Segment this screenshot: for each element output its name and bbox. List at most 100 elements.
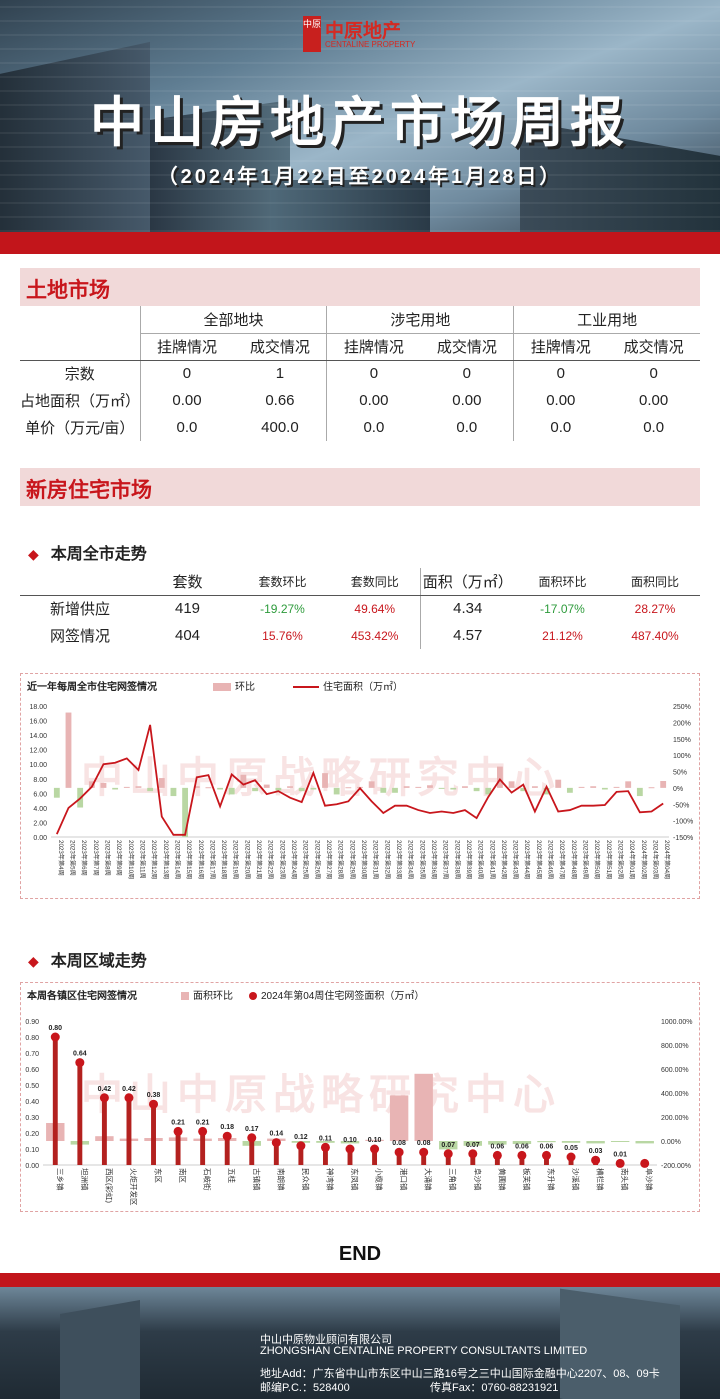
pct-bar [520, 787, 527, 792]
pct-bar [135, 786, 142, 788]
x-tick-label: 2024年第03周 [652, 840, 660, 879]
table-group-row: 全部地块 涉宅用地 工业用地 [20, 306, 700, 334]
group-header: 涉宅用地 [326, 306, 514, 334]
data-label: 0.07 [466, 1142, 480, 1149]
x-tick-label: 2023年第49周 [582, 840, 590, 879]
pct-bar [590, 786, 597, 788]
x-tick-label: 2023年第39周 [465, 840, 473, 879]
pct-bar [112, 787, 119, 790]
subsection-title: 本周区域走势 [50, 953, 147, 970]
x-tick-label: 2023年第19周 [232, 840, 240, 879]
x-tick-label: 2023年第21周 [255, 840, 263, 879]
x-tick-label: 板芙镇 [522, 1168, 532, 1191]
area-bar [470, 1153, 476, 1165]
pct-bar [635, 1141, 654, 1144]
data-label: 0.06 [491, 1143, 505, 1150]
x-tick-label: 2023年第22周 [267, 840, 275, 879]
area-point [615, 1158, 625, 1168]
area-bar [396, 1152, 402, 1165]
x-tick-label: 阜沙镇 [645, 1168, 655, 1191]
x-tick-label: 南区 [178, 1168, 188, 1184]
data-label: 0.38 [147, 1092, 161, 1099]
area-point [492, 1150, 502, 1160]
pct-bar [147, 787, 154, 792]
x-tick-label: 2023年第6周 [80, 840, 88, 876]
pct-bar [380, 787, 387, 793]
x-tick-label: 2023年第34周 [407, 840, 415, 879]
column-header: 挂牌情况 [513, 333, 608, 361]
data-label: 0.11 [319, 1135, 332, 1142]
data-label: 0.01 [613, 1151, 627, 1158]
x-tick-label: 东凤镇 [350, 1168, 360, 1191]
section-header-land: 土地市场 [20, 268, 700, 306]
x-tick-label: 2023年第48周 [570, 840, 578, 879]
area-bar [519, 1155, 525, 1165]
divider-bar [0, 232, 720, 254]
area-bar [347, 1149, 353, 1165]
table-cell: 15.76% [262, 628, 303, 643]
x-tick-label: 东升镇 [546, 1168, 556, 1191]
pct-bar [508, 781, 515, 788]
x-tick-label: 2023年第20周 [243, 840, 251, 879]
table-cell: 487.40% [631, 628, 679, 643]
x-tick-label: 三角镇 [448, 1168, 458, 1191]
row-label: 单价（万元/亩） [25, 420, 135, 437]
x-tick-label: 南朗镇 [276, 1168, 286, 1191]
data-label: 0.12 [294, 1134, 308, 1141]
weekly-city-chart: 近一年每周全市住宅网签情况 环比 住宅面积（万㎡） 中山中原战略研究中心 0.0… [20, 673, 700, 899]
table-cell: 404 [174, 627, 201, 644]
watermark: 中山中原战略研究中心 [81, 754, 562, 801]
y-left-tick-label: 6.00 [33, 791, 47, 798]
x-tick-label: 2023年第43周 [512, 840, 520, 879]
pct-bar [193, 786, 200, 788]
x-tick-label: 2023年第13周 [162, 840, 170, 879]
pct-bar [512, 1141, 532, 1144]
pct-bar [182, 787, 189, 837]
x-tick-label: 2023年第15周 [185, 840, 193, 879]
x-tick-label: 2024年第04周 [663, 840, 671, 879]
pct-bar [316, 1141, 335, 1143]
table-cell: 0.66 [265, 392, 295, 409]
x-tick-label: 港口镇 [399, 1168, 409, 1191]
x-tick-label: 2023年第44周 [523, 840, 531, 879]
table-cell: 0.00 [139, 387, 234, 414]
x-tick-label: 东区 [154, 1168, 164, 1184]
table-cell: 0.00 [326, 387, 421, 414]
x-tick-label: 南头镇 [620, 1168, 630, 1191]
table-cell: 4.57 [419, 622, 515, 649]
data-label: 0.07 [441, 1142, 455, 1149]
pct-bar [537, 1141, 556, 1143]
company-name-en: ZHONGSHAN CENTALINE PROPERTY CONSULTANTS… [260, 1345, 588, 1357]
pct-bar [488, 1141, 507, 1145]
pct-bar [601, 787, 608, 790]
x-tick-label: 2023年第32周 [383, 840, 391, 879]
pct-bar [263, 784, 270, 788]
x-tick-label: 五桂 [227, 1168, 237, 1184]
column-header: 面积同比 [610, 568, 700, 596]
pct-bar [473, 787, 480, 792]
area-point [517, 1150, 527, 1160]
watermark: 中山中原战略研究中心 [81, 1071, 562, 1118]
y-right-tick-label: 400.00% [661, 1091, 689, 1098]
pct-bar [566, 787, 573, 793]
pct-bar [217, 787, 223, 790]
x-tick-label: 2023年第33周 [395, 840, 403, 879]
x-tick-label: 2023年第41周 [488, 840, 496, 879]
chart-title: 本周各镇区住宅网签情况 [27, 991, 137, 1002]
y-right-tick-label: 150% [673, 737, 691, 744]
data-label: 0.14 [270, 1131, 284, 1138]
pct-bar [392, 787, 398, 793]
legend-item: 2024年第04周住宅网签面积（万㎡） [249, 987, 424, 1002]
data-label: 0.42 [122, 1086, 136, 1093]
x-tick-label: 坦洲镇 [80, 1168, 90, 1191]
pct-bar [275, 787, 282, 791]
pct-bar [660, 780, 667, 788]
area-series-line [56, 724, 664, 836]
x-tick-label: 2023年第16周 [197, 840, 205, 879]
diamond-icon: ◆ [28, 546, 39, 562]
city-trend-table: 套数 套数环比 套数同比 面积（万㎡） 面积环比 面积同比 新增供应 419 -… [20, 568, 700, 649]
row-label: 宗数 [64, 366, 95, 384]
y-right-tick-label: 50% [673, 770, 687, 777]
pct-bar [53, 787, 60, 798]
x-tick-label: 2023年第27周 [325, 840, 333, 879]
